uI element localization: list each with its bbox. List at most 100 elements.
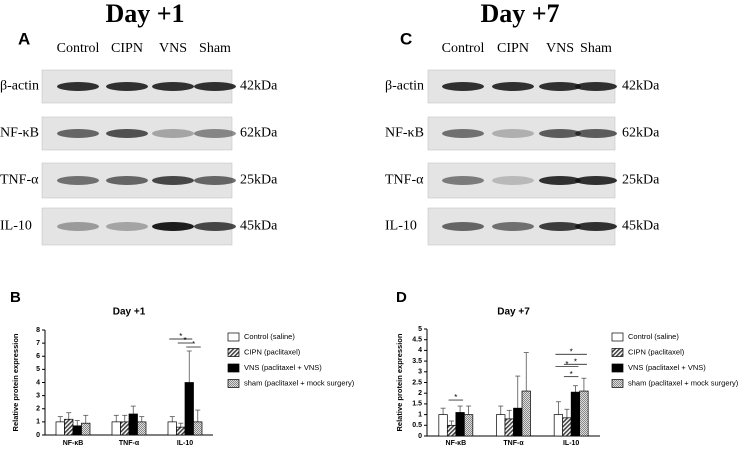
legend-swatch <box>227 363 240 373</box>
x-tick-label: IL-10 <box>563 440 579 447</box>
legend-swatch <box>227 379 240 388</box>
bar <box>513 407 523 437</box>
bar <box>120 421 130 436</box>
blot-band <box>152 176 194 185</box>
y-tick-label: 3.5 <box>412 358 422 365</box>
bar <box>438 414 448 437</box>
blot-band <box>539 129 581 138</box>
blot-band <box>152 129 194 138</box>
y-tick-label: 4 <box>418 347 422 354</box>
bar <box>111 421 121 436</box>
blot-band <box>152 222 194 231</box>
blot-band <box>539 176 581 185</box>
bar <box>504 418 514 437</box>
chart-title: Day +1 <box>113 307 146 318</box>
blot-band <box>492 82 534 91</box>
significance-mark: * <box>574 357 577 366</box>
bar <box>72 425 82 436</box>
panel-title: Day +1 <box>105 0 184 28</box>
blot-band <box>194 82 236 91</box>
blot-band <box>492 176 534 185</box>
bar <box>463 414 474 437</box>
chart-letter: D <box>396 289 407 306</box>
lane-label: VNS <box>546 41 574 56</box>
significance-mark: * <box>454 393 457 402</box>
x-tick-label: NF-κB <box>63 440 84 447</box>
y-tick-label: 2.5 <box>412 379 422 386</box>
blot-band <box>106 129 148 138</box>
row-label: β-actin <box>0 79 39 94</box>
blot-band <box>492 129 534 138</box>
significance-mark: * <box>183 336 186 345</box>
y-tick-label: 3 <box>36 392 40 399</box>
y-tick-label: 6 <box>36 353 40 360</box>
lane-label: CIPN <box>497 41 529 56</box>
row-label: NF-κB <box>0 126 39 141</box>
x-tick-label: TNF-α <box>119 440 140 447</box>
legend-label: Control (saline) <box>244 332 295 341</box>
legend-label: VNS (paclitaxel + VNS) <box>244 363 322 372</box>
panel-letter: C <box>400 29 412 48</box>
bar <box>176 426 186 436</box>
blot-band <box>575 82 617 91</box>
bar <box>128 413 138 436</box>
blot-band <box>442 222 484 231</box>
bar <box>521 390 531 437</box>
y-tick-label: 1.5 <box>412 401 422 408</box>
y-tick-label: 0 <box>36 432 40 439</box>
y-tick-label: 0 <box>418 433 422 440</box>
blot-band <box>57 222 99 231</box>
bar <box>64 418 74 436</box>
blot-band <box>106 176 148 185</box>
bar <box>579 390 589 437</box>
y-tick-label: 2 <box>418 390 422 397</box>
chart-letter: B <box>10 289 21 306</box>
x-tick-label: NF-κB <box>446 440 467 447</box>
row-label: TNF-α <box>385 173 424 188</box>
blot-band <box>57 82 99 91</box>
legend-label: sham (paclitaxel + mock surgery) <box>244 378 355 387</box>
blot-band <box>442 82 484 91</box>
y-tick-label: 5 <box>418 326 422 333</box>
blot-band <box>194 129 236 138</box>
y-axis-label: Relative protein expression <box>395 333 404 431</box>
row-size: 45kDa <box>622 219 660 234</box>
legend-swatch <box>227 348 240 357</box>
y-tick-label: 1 <box>36 419 40 426</box>
blot-band <box>442 176 484 185</box>
legend-label: CIPN (paclitaxel) <box>628 347 685 356</box>
lane-label: CIPN <box>111 41 143 56</box>
bar <box>193 421 203 436</box>
significance-mark: * <box>570 347 573 356</box>
row-label: IL-10 <box>0 219 32 234</box>
bar <box>562 417 572 437</box>
lane-label: Control <box>442 41 485 56</box>
significance-mark: * <box>192 340 195 349</box>
y-axis-label: Relative protein expression <box>11 333 20 431</box>
row-size: 25kDa <box>240 173 278 188</box>
legend-swatch <box>611 363 624 373</box>
lane-label: Control <box>57 41 100 56</box>
row-size: 62kDa <box>622 126 660 141</box>
bar <box>184 382 194 436</box>
bar <box>455 412 465 437</box>
legend-label: Control (saline) <box>628 332 679 341</box>
bar <box>496 414 506 437</box>
blot-band <box>575 176 617 185</box>
row-label: NF-κB <box>385 126 424 141</box>
y-tick-label: 3 <box>418 369 422 376</box>
y-tick-label: 7 <box>36 340 40 347</box>
bar <box>167 421 177 436</box>
row-size: 42kDa <box>240 79 278 94</box>
blot-band <box>575 222 617 231</box>
y-tick-label: 0.5 <box>412 422 422 429</box>
lane-label: VNS <box>159 41 187 56</box>
blot-band <box>57 129 99 138</box>
lane-label: Sham <box>580 41 612 56</box>
bar <box>81 422 91 436</box>
significance-mark: * <box>179 332 182 341</box>
row-label: IL-10 <box>385 219 417 234</box>
blot-band <box>492 222 534 231</box>
chart-title: Day +7 <box>497 307 530 318</box>
